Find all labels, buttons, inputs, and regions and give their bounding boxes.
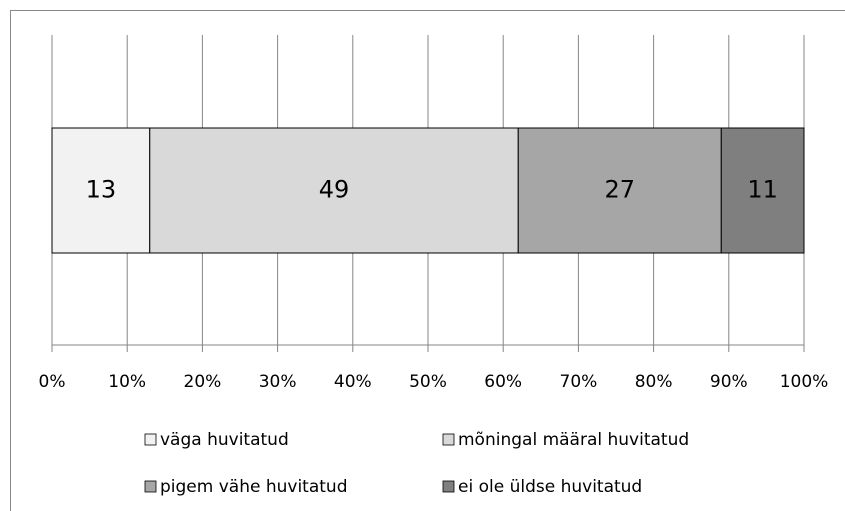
bar-segment — [720, 127, 805, 254]
legend-label: mõningal määral huvitatud — [458, 430, 689, 450]
data-label: 49 — [319, 176, 350, 204]
x-tick-label: 80% — [635, 372, 673, 392]
x-tick-label: 40% — [334, 372, 372, 392]
x-tick-label: 20% — [184, 372, 222, 392]
x-tick-label: 0% — [39, 372, 66, 392]
bar-segment — [51, 127, 151, 254]
x-tick-label: 10% — [108, 372, 146, 392]
data-label: 27 — [604, 176, 635, 204]
x-tick-label: 100% — [780, 372, 829, 392]
legend-label: väga huvitatud — [160, 430, 289, 450]
legend-swatch — [144, 480, 157, 493]
legend-label: ei ole üldse huvitatud — [458, 477, 642, 497]
legend-swatch — [442, 480, 455, 493]
x-tick-label: 90% — [710, 372, 748, 392]
data-label: 13 — [86, 176, 117, 204]
x-tick-label: 30% — [259, 372, 297, 392]
bar-segment — [149, 127, 519, 254]
legend-label: pigem vähe huvitatud — [160, 477, 348, 497]
data-label: 11 — [747, 176, 778, 204]
x-tick-label: 70% — [560, 372, 598, 392]
legend-swatch — [144, 433, 157, 446]
x-tick-label: 60% — [484, 372, 522, 392]
x-tick-label: 50% — [409, 372, 447, 392]
legend-swatch — [442, 433, 455, 446]
